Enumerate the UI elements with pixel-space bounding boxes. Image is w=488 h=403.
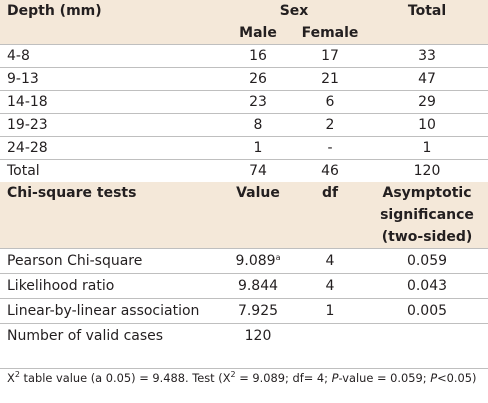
footnote-text: <0.05) [437, 371, 477, 385]
significance-cell: 0.005 [366, 298, 488, 324]
col-value-header: Value [236, 185, 280, 201]
footnote-text: X [7, 371, 15, 385]
col-df-header: df [321, 185, 339, 201]
value-cell: 7.925 [222, 298, 294, 324]
table-row: Linear-by-linear association 7.925 1 0.0… [0, 298, 488, 324]
female-cell: 6 [294, 90, 367, 114]
footnote-text: table value (a 0.05) = 9.488. Test (X [19, 371, 231, 385]
test-cell: Number of valid cases [0, 323, 222, 347]
male-cell: 1 [222, 136, 294, 160]
sex-table-subheader-row: Male Female [0, 22, 488, 45]
table-bottom-rule [0, 368, 488, 369]
value-cell: 9.844 [222, 273, 294, 299]
table-row: 9-13 26 21 47 [0, 67, 488, 91]
value-superscript: a [275, 253, 281, 262]
col-depth-header: Depth (mm) [7, 3, 102, 19]
table-row: Likelihood ratio 9.844 4 0.043 [0, 273, 488, 299]
test-cell: Pearson Chi-square [0, 248, 222, 274]
female-cell: 21 [294, 67, 367, 91]
total-cell: 29 [366, 90, 488, 114]
male-cell: 16 [222, 44, 294, 68]
df-cell: 4 [294, 273, 366, 299]
col-female-header: Female [301, 25, 359, 41]
df-cell: 4 [294, 248, 366, 274]
depth-cell: 14-18 [0, 90, 222, 114]
value-text: 9.089 [235, 253, 276, 269]
sex-table-header-row: Depth (mm) Sex Total [0, 0, 488, 22]
significance-line-1: Asymptotic [382, 185, 472, 201]
total-cell: 120 [366, 159, 488, 182]
table-footnote: X2 table value (a 0.05) = 9.488. Test (X… [7, 371, 483, 386]
male-cell: 26 [222, 67, 294, 91]
footnote-superscript: 2 [14, 370, 20, 379]
col-test-header: Chi-square tests [7, 185, 137, 201]
total-cell: 33 [366, 44, 488, 68]
depth-cell: 19-23 [0, 113, 222, 137]
table-row: Number of valid cases 120 [0, 323, 488, 347]
table-row: 19-23 8 2 10 [0, 113, 488, 137]
value-cell: 9.089a [222, 248, 294, 274]
significance-cell [366, 323, 488, 347]
col-sex-header: Sex [279, 3, 309, 19]
table-row: 14-18 23 6 29 [0, 90, 488, 114]
total-cell: 47 [366, 67, 488, 91]
chi-table-header-row: Chi-square tests Value df Asymptotic sig… [0, 182, 488, 249]
test-cell: Likelihood ratio [0, 273, 222, 299]
col-total-header: Total [407, 3, 447, 19]
value-cell: 120 [222, 323, 294, 347]
significance-cell: 0.059 [366, 248, 488, 274]
col-male-header: Male [239, 25, 277, 41]
total-cell: 1 [366, 136, 488, 160]
chi-square-table: Chi-square tests Value df Asymptotic sig… [0, 182, 488, 347]
female-cell: - [294, 136, 367, 160]
footnote-italic: P [430, 371, 438, 385]
depth-cell: 9-13 [0, 67, 222, 91]
female-cell: 46 [294, 159, 367, 182]
table-row: 24-28 1 - 1 [0, 136, 488, 160]
footnote-text: -value = 0.059; [338, 371, 431, 385]
male-cell: 23 [222, 90, 294, 114]
test-cell: Linear-by-linear association [0, 298, 222, 324]
df-cell: 1 [294, 298, 366, 324]
footnote-italic: P [331, 371, 339, 385]
significance-line-3: (two-sided) [381, 229, 473, 245]
depth-cell: 24-28 [0, 136, 222, 160]
footnote-text: = 9.089; df= 4; [235, 371, 332, 385]
female-cell: 17 [294, 44, 367, 68]
male-cell: 8 [222, 113, 294, 137]
depth-cell: Total [0, 159, 222, 182]
sex-depth-table: Depth (mm) Sex Total Male Female 4-8 16 … [0, 0, 488, 182]
total-cell: 10 [366, 113, 488, 137]
table-row: Pearson Chi-square 9.089a 4 0.059 [0, 248, 488, 274]
table-row: 4-8 16 17 33 [0, 44, 488, 68]
table-row-total: Total 74 46 120 [0, 159, 488, 182]
footnote-superscript: 2 [230, 370, 236, 379]
significance-cell: 0.043 [366, 273, 488, 299]
female-cell: 2 [294, 113, 367, 137]
depth-cell: 4-8 [0, 44, 222, 68]
male-cell: 74 [222, 159, 294, 182]
significance-line-2: significance [380, 207, 474, 223]
col-significance-header: Asymptotic significance (two-sided) [366, 182, 488, 249]
df-cell [294, 323, 366, 347]
